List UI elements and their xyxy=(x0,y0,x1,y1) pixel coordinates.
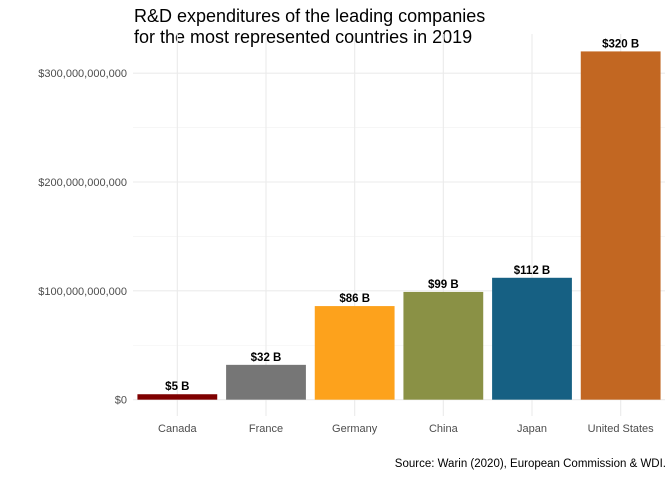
data-labels: $5 B $32 B $86 B $99 B $112 B $320 B xyxy=(165,38,639,393)
chart-title-line-2: for the most represented countries in 20… xyxy=(134,27,473,47)
bars xyxy=(137,51,661,400)
gridlines xyxy=(133,34,665,416)
x-tick-germany: Germany xyxy=(332,423,378,435)
y-axis-tick-labels: $0 $100,000,000,000 $200,000,000,000 $300,0… xyxy=(38,68,127,406)
x-tick-united-states: United States xyxy=(588,423,655,435)
data-label-japan: $112 B xyxy=(514,265,550,277)
data-label-united-states: $320 B xyxy=(602,38,639,50)
x-tick-japan: Japan xyxy=(517,423,547,435)
y-tick-label: $200,000,000,000 xyxy=(38,177,127,189)
chart-title-line-1: R&D expenditures of the leading companie… xyxy=(134,6,486,26)
x-tick-france: France xyxy=(249,423,283,435)
data-label-canada: $5 B xyxy=(165,381,189,393)
chart-caption: Source: Warin (2020), European Commissio… xyxy=(394,458,666,470)
bar-japan xyxy=(492,277,572,400)
y-tick-label: $100,000,000,000 xyxy=(38,286,127,298)
y-tick-label: $300,000,000,000 xyxy=(38,68,127,80)
y-tick-label: $0 xyxy=(115,395,127,407)
bar-united-states xyxy=(580,51,661,400)
data-label-germany: $86 B xyxy=(339,293,370,305)
data-label-china: $99 B xyxy=(428,279,459,291)
data-label-france: $32 B xyxy=(251,352,282,364)
chart-title: R&D expenditures of the leading companie… xyxy=(134,6,485,48)
bar-canada xyxy=(137,394,218,400)
bar-germany xyxy=(314,306,395,400)
x-axis-tick-labels: Canada France Germany China Japan United Stat… xyxy=(158,423,654,435)
bar-china xyxy=(403,291,484,400)
x-tick-china: China xyxy=(429,423,459,435)
x-tick-canada: Canada xyxy=(158,423,197,435)
bar-france xyxy=(226,364,306,400)
